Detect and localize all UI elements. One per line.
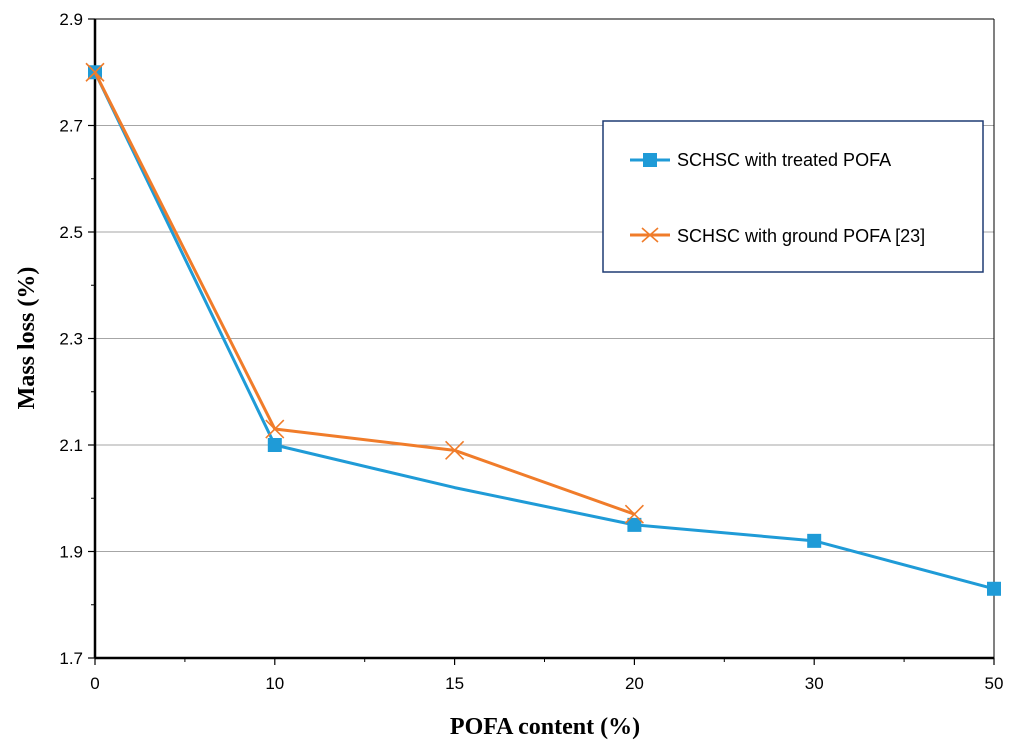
- legend-label-ground: SCHSC with ground POFA [23]: [677, 226, 925, 246]
- data-point-x: [624, 504, 644, 524]
- x-tick-label: 50: [985, 674, 1004, 693]
- tick-labels: 1.7 1.9 2.1 2.3 2.5 2.7 2.9 0 10 15 20 30 50: [59, 10, 1003, 693]
- data-series: [85, 62, 1001, 596]
- x-tick-label: 10: [265, 674, 284, 693]
- series-line: [93, 71, 995, 591]
- data-point-x: [445, 440, 465, 460]
- data-point-square: [987, 581, 1001, 596]
- legend-marker-square: [643, 153, 657, 167]
- legend: SCHSC with treated POFA SCHSC with groun…: [602, 120, 984, 273]
- y-tick-label: 2.5: [59, 223, 83, 242]
- series-ground-pofa: [85, 62, 644, 524]
- series-line: [93, 71, 635, 516]
- data-point-square: [807, 533, 822, 548]
- y-axis-title: Mass loss (%): [14, 267, 40, 410]
- x-tick-label: 0: [90, 674, 99, 693]
- axes: [88, 18, 995, 665]
- x-tick-label: 20: [625, 674, 644, 693]
- grid-lines: [95, 18, 994, 552]
- data-point-x: [265, 419, 285, 439]
- legend-label-treated: SCHSC with treated POFA: [677, 150, 891, 170]
- x-tick-label: 30: [805, 674, 824, 693]
- x-axis-title: POFA content (%): [450, 714, 640, 740]
- legend-entry-treated: SCHSC with treated POFA: [630, 150, 891, 170]
- data-point-square: [267, 438, 282, 452]
- y-tick-label: 2.7: [59, 117, 83, 136]
- y-tick-label: 2.1: [59, 436, 83, 455]
- x-tick-label: 15: [445, 674, 464, 693]
- data-point-square: [627, 517, 642, 532]
- legend-marker-x: [641, 227, 659, 243]
- y-tick-label: 1.9: [59, 543, 83, 562]
- legend-box: [602, 120, 984, 273]
- y-tick-label: 2.3: [59, 330, 83, 349]
- y-tick-label: 1.7: [59, 649, 83, 668]
- y-tick-label: 2.9: [59, 10, 83, 29]
- legend-entry-ground: SCHSC with ground POFA [23]: [630, 226, 925, 246]
- data-point-x: [85, 62, 105, 82]
